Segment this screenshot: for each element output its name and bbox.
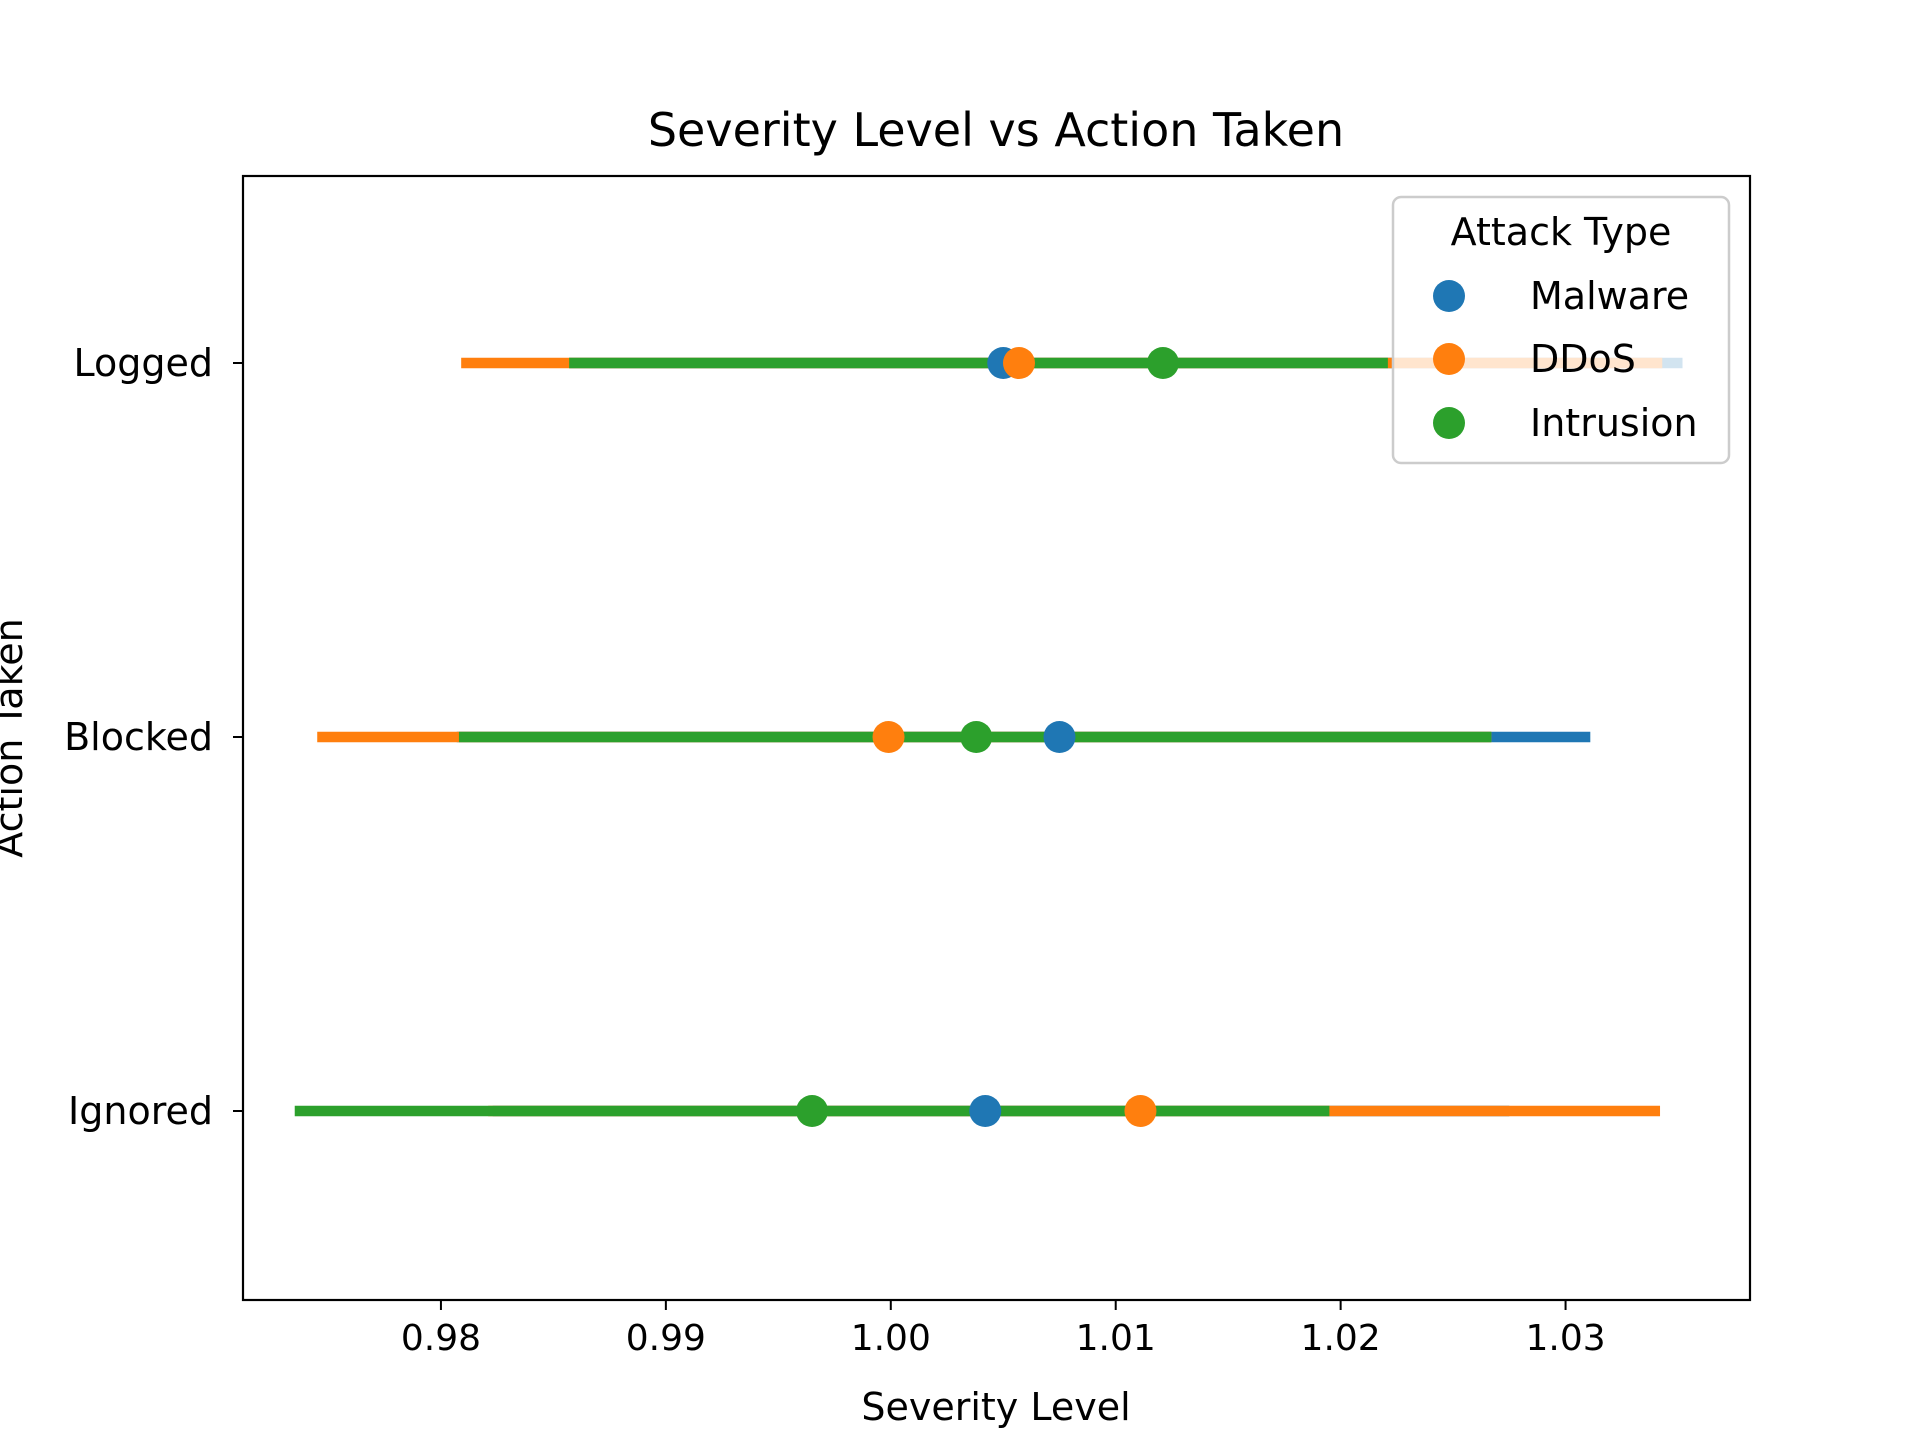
x-tick-label: 1.02 [1301, 1318, 1381, 1359]
point-ddos [872, 721, 905, 753]
legend: Attack Type Malware DDoS Intrusion [1391, 195, 1731, 465]
legend-label-ddos: DDoS [1530, 337, 1636, 381]
legend-title: Attack Type [1451, 210, 1672, 254]
legend-marker-intrusion [1433, 407, 1465, 439]
plot-area [294, 347, 1683, 1127]
point-malware [969, 1095, 1002, 1127]
x-tick-label: 1.00 [851, 1318, 931, 1359]
y-tick-label: Logged [74, 341, 214, 385]
y-tick-label: Blocked [64, 715, 213, 759]
legend-marker-malware [1433, 280, 1465, 312]
x-axis-label: Severity Level [861, 1385, 1130, 1429]
legend-label-malware: Malware [1530, 274, 1689, 318]
point-intrusion [960, 721, 993, 753]
x-tick-label: 1.01 [1076, 1318, 1156, 1359]
legend-label-intrusion: Intrusion [1530, 401, 1698, 445]
legend-marker-ddos [1433, 343, 1465, 375]
y-axis-label: Action Taken [0, 618, 31, 857]
point-ddos [1002, 347, 1035, 379]
x-tick-label: 1.03 [1525, 1318, 1605, 1359]
point-ddos [1124, 1095, 1157, 1127]
y-tick-label: Ignored [68, 1089, 213, 1133]
x-tick-label: 0.99 [626, 1318, 706, 1359]
y-axis: Logged Blocked Ignored [64, 341, 243, 1133]
point-malware [1043, 721, 1076, 753]
chart-title: Severity Level vs Action Taken [648, 103, 1344, 157]
legend-frame [1391, 195, 1731, 465]
x-axis: 0.98 0.99 1.00 1.01 1.02 1.03 [401, 1300, 1606, 1359]
point-intrusion [1146, 347, 1179, 379]
point-intrusion [796, 1095, 829, 1127]
x-tick-label: 0.98 [401, 1318, 481, 1359]
